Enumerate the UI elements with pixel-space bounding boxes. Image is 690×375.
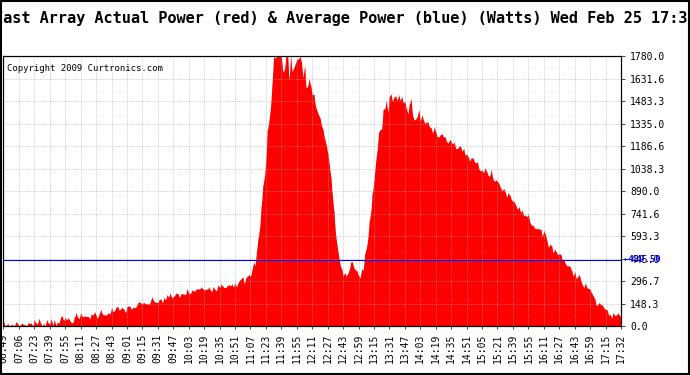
Text: ←439.50: ←439.50 [624,255,662,264]
Text: East Array Actual Power (red) & Average Power (blue) (Watts) Wed Feb 25 17:35: East Array Actual Power (red) & Average … [0,11,690,26]
Text: Copyright 2009 Curtronics.com: Copyright 2009 Curtronics.com [6,64,162,74]
